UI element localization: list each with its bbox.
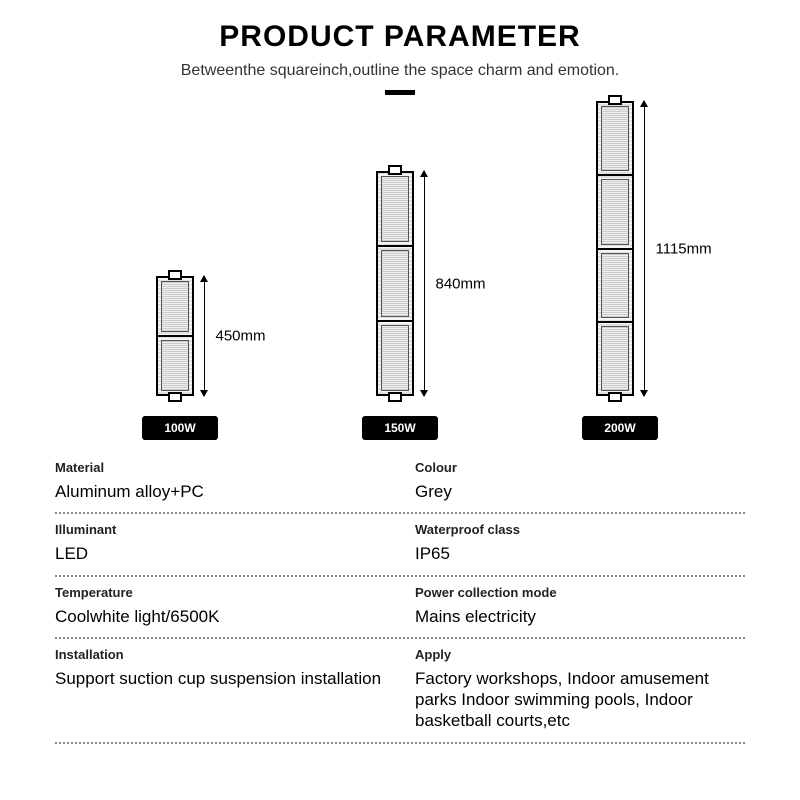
light-fixture-icon	[596, 101, 634, 396]
dimension-line-icon	[204, 276, 205, 396]
dotted-divider	[55, 742, 745, 744]
spec-value: Grey	[415, 481, 745, 502]
fixture-segment	[598, 250, 632, 323]
spec-cell: Material Aluminum alloy+PC	[55, 460, 385, 502]
spec-cell: Illuminant LED	[55, 522, 385, 564]
spec-label: Temperature	[55, 585, 385, 600]
fixture-segment	[158, 278, 192, 337]
dotted-divider	[55, 637, 745, 639]
fixture-segment	[598, 103, 632, 176]
spec-value: LED	[55, 543, 385, 564]
page-subtitle: Betweenthe squareinch,outline the space …	[50, 62, 750, 80]
spec-value: Support suction cup suspension installat…	[55, 668, 385, 689]
spec-label: Colour	[415, 460, 745, 475]
spec-value: Coolwhite light/6500K	[55, 606, 385, 627]
product-column: 450mm 100W	[70, 276, 290, 440]
spec-table: Material Aluminum alloy+PC Colour Grey Illum…	[50, 460, 750, 752]
dimension-label: 1115mm	[656, 240, 712, 257]
header: PRODUCT PARAMETER Betweenthe squareinch,…	[50, 20, 750, 95]
spec-cell: Temperature Coolwhite light/6500K	[55, 585, 385, 627]
spec-cell: Colour Grey	[415, 460, 745, 502]
dimension-indicator: 1115mm	[644, 101, 645, 396]
fixture-segment	[598, 323, 632, 394]
spec-label: Material	[55, 460, 385, 475]
product-figure: 840mm	[376, 171, 425, 396]
dimension-indicator: 450mm	[204, 276, 205, 396]
spec-label: Power collection mode	[415, 585, 745, 600]
dotted-divider	[55, 575, 745, 577]
spec-label: Illuminant	[55, 522, 385, 537]
product-column: 1115mm 200W	[510, 101, 730, 440]
fixture-segment	[378, 322, 412, 394]
spec-value: IP65	[415, 543, 745, 564]
dimension-line-icon	[424, 171, 425, 396]
spec-value: Mains electricity	[415, 606, 745, 627]
dimension-label: 840mm	[436, 275, 486, 292]
dimension-line-icon	[644, 101, 645, 396]
fixture-segment	[378, 173, 412, 247]
wattage-badge: 100W	[142, 416, 217, 440]
product-diagram-row: 450mm 100W 840mm 150W 1115mm 200W	[50, 110, 750, 440]
product-column: 840mm 150W	[290, 171, 510, 440]
spec-cell: Apply Factory workshops, Indoor amusement…	[415, 647, 745, 732]
spec-label: Apply	[415, 647, 745, 662]
light-fixture-icon	[156, 276, 194, 396]
wattage-badge: 200W	[582, 416, 657, 440]
spec-label: Waterproof class	[415, 522, 745, 537]
fixture-segment	[158, 337, 192, 394]
dimension-label: 450mm	[216, 328, 266, 345]
page-title: PRODUCT PARAMETER	[50, 20, 750, 54]
wattage-badge: 150W	[362, 416, 437, 440]
spec-value: Aluminum alloy+PC	[55, 481, 385, 502]
dimension-indicator: 840mm	[424, 171, 425, 396]
dotted-divider	[55, 512, 745, 514]
product-figure: 1115mm	[596, 101, 645, 396]
spec-cell: Power collection mode Mains electricity	[415, 585, 745, 627]
title-divider	[385, 90, 415, 95]
fixture-segment	[378, 247, 412, 321]
fixture-segment	[598, 176, 632, 249]
spec-label: Installation	[55, 647, 385, 662]
spec-cell: Waterproof class IP65	[415, 522, 745, 564]
product-figure: 450mm	[156, 276, 205, 396]
spec-cell: Installation Support suction cup suspensi…	[55, 647, 385, 732]
spec-value: Factory workshops, Indoor amusement park…	[415, 668, 745, 732]
light-fixture-icon	[376, 171, 414, 396]
